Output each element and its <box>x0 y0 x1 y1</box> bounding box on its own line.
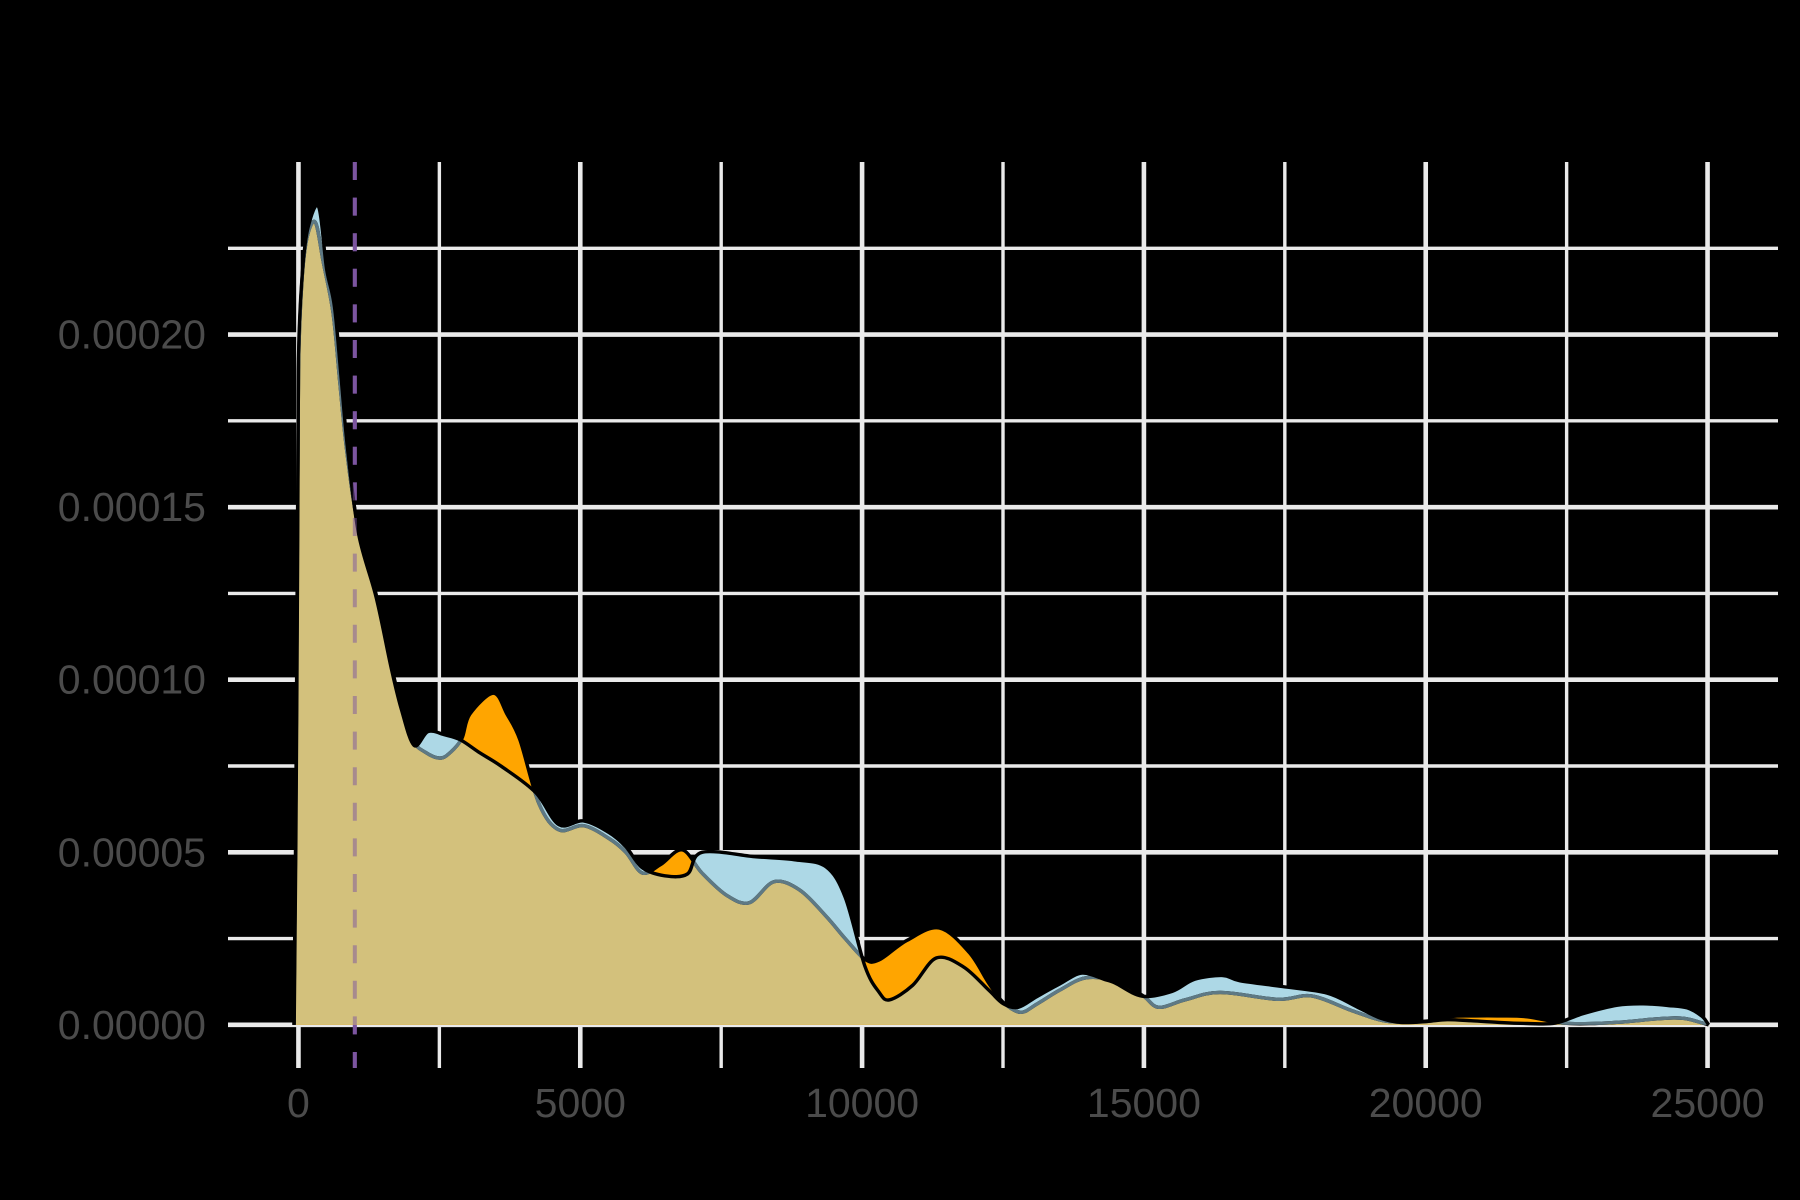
y-tick-label: 0.00015 <box>58 484 206 530</box>
x-tick-label: 0 <box>287 1080 310 1126</box>
y-tick-label: 0.00005 <box>58 829 206 875</box>
y-axis-tick-labels: 0.00000 0.00005 0.00010 0.00015 0.00020 <box>58 312 206 1048</box>
x-tick-label: 25000 <box>1651 1080 1765 1126</box>
density-outlines <box>292 203 1711 1027</box>
x-tick-label: 5000 <box>535 1080 626 1126</box>
y-tick-label: 0.00020 <box>58 312 206 358</box>
x-tick-label: 10000 <box>805 1080 919 1126</box>
y-tick-label: 0.00000 <box>58 1002 206 1048</box>
blue-curve-outline <box>292 203 1711 1026</box>
x-tick-label: 15000 <box>1087 1080 1201 1126</box>
x-tick-label: 20000 <box>1369 1080 1483 1126</box>
x-axis-tick-labels: 0 5000 10000 15000 20000 25000 <box>287 1080 1765 1126</box>
y-tick-label: 0.00010 <box>58 657 206 703</box>
overlap-density-area <box>294 221 1709 1025</box>
density-fills <box>293 205 1709 1025</box>
